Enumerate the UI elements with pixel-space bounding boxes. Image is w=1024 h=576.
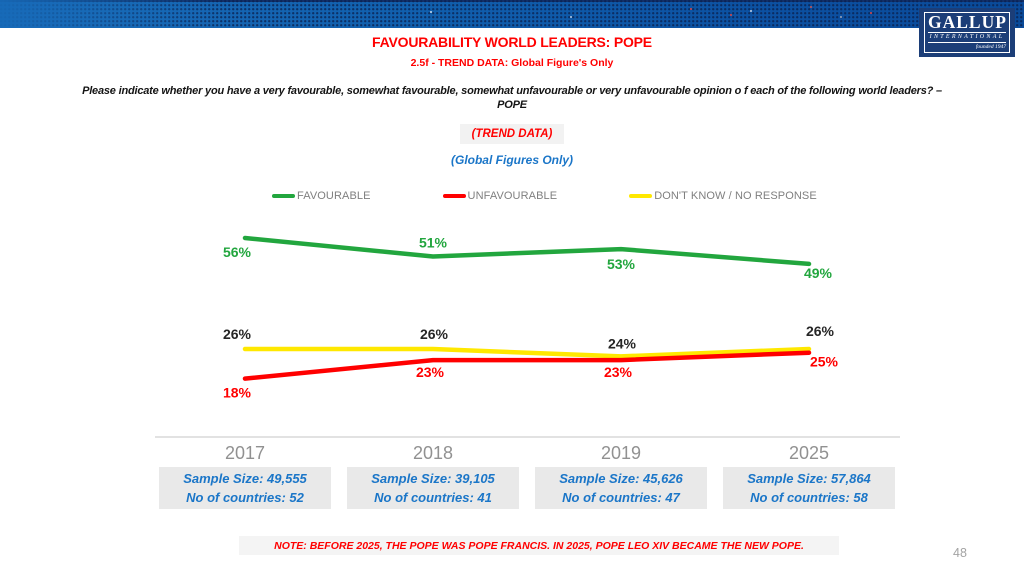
trend-line-don-t-know-no-response (242, 346, 812, 359)
data-label: 23% (416, 364, 445, 380)
countries-value: No of countries: 47 (562, 490, 680, 505)
data-label: 18% (223, 385, 252, 401)
data-label: 26% (223, 326, 252, 342)
header-banner (0, 0, 1024, 28)
legend-item-dont-know: DON'T KNOW / NO RESPONSE (629, 190, 817, 202)
sample-size-value: Sample Size: 45,626 (559, 471, 683, 486)
gallup-logo-name: GALLUP (928, 11, 1007, 32)
data-label: 49% (804, 265, 833, 281)
x-axis-label-2018: 2018 (412, 443, 454, 463)
x-axis-label-2019: 2019 (600, 443, 642, 463)
gallup-logo: GALLUP INTERNATIONAL founded 1947 (920, 9, 1014, 56)
unfavourable-line-swatch-icon (442, 194, 466, 198)
map-marker-dots (690, 8, 692, 10)
dont-know-line-swatch-icon (629, 194, 653, 198)
x-axis-label-2017: 2017 (224, 443, 266, 463)
data-label: 56% (223, 244, 252, 260)
footnote-text: NOTE: BEFORE 2025, THE POPE WAS POPE FRA… (274, 539, 804, 552)
data-label: 26% (420, 326, 449, 342)
sample-box-2025: Sample Size: 57,864 No of countries: 58 (723, 467, 895, 509)
favourable-line-swatch-icon (272, 194, 295, 198)
data-label: 24% (608, 335, 637, 351)
data-label: 51% (419, 235, 448, 251)
survey-question-line1: Please indicate whether you have a very … (82, 85, 942, 97)
gallup-logo-subtitle: INTERNATIONAL (928, 32, 1006, 44)
sample-size-value: Sample Size: 39,105 (371, 471, 495, 486)
gallup-logo-frame: GALLUP INTERNATIONAL founded 1947 (924, 12, 1010, 53)
trend-data-badge: (TREND DATA) (459, 124, 565, 144)
legend-label: DON'T KNOW / NO RESPONSE (654, 190, 817, 202)
countries-value: No of countries: 41 (374, 490, 492, 505)
sample-box-2019: Sample Size: 45,626 No of countries: 47 (535, 467, 707, 509)
gallup-logo-founded: founded 1947 (975, 44, 1006, 51)
legend-item-unfavourable: UNFAVOURABLE (442, 190, 558, 202)
survey-question: Please indicate whether you have a very … (62, 85, 962, 112)
world-map-pattern (0, 0, 1024, 28)
data-label: 53% (607, 256, 636, 272)
page-title: FAVOURABILITY WORLD LEADERS: POPE (372, 34, 652, 50)
trend-line-unfavourable (242, 350, 812, 381)
sample-box-2017: Sample Size: 49,555 No of countries: 52 (159, 467, 331, 509)
footnote-strip: NOTE: BEFORE 2025, THE POPE WAS POPE FRA… (239, 536, 839, 555)
global-figures-label: (Global Figures Only) (450, 153, 573, 167)
data-label: 26% (806, 323, 835, 339)
data-label: 25% (810, 354, 839, 370)
data-label: 23% (604, 364, 633, 380)
legend-item-favourable: FAVOURABLE (272, 190, 371, 202)
sample-box-2018: Sample Size: 39,105 No of countries: 41 (347, 467, 519, 509)
countries-value: No of countries: 52 (186, 490, 304, 505)
sample-size-value: Sample Size: 57,864 (747, 471, 871, 486)
survey-question-line2: POPE (497, 98, 527, 111)
x-axis-label-2025: 2025 (788, 443, 830, 463)
trend-line-favourable (242, 235, 812, 267)
page-subtitle: 2.5f - TREND DATA: Global Figure's Only (410, 57, 614, 69)
legend-label: UNFAVOURABLE (467, 190, 558, 202)
chart-legend: FAVOURABLE UNFAVOURABLE DON'T KNOW / NO … (272, 188, 817, 204)
page-number: 48 (953, 546, 967, 560)
countries-value: No of countries: 58 (750, 490, 868, 505)
legend-label: FAVOURABLE (297, 190, 371, 202)
sample-size-value: Sample Size: 49,555 (183, 471, 307, 486)
